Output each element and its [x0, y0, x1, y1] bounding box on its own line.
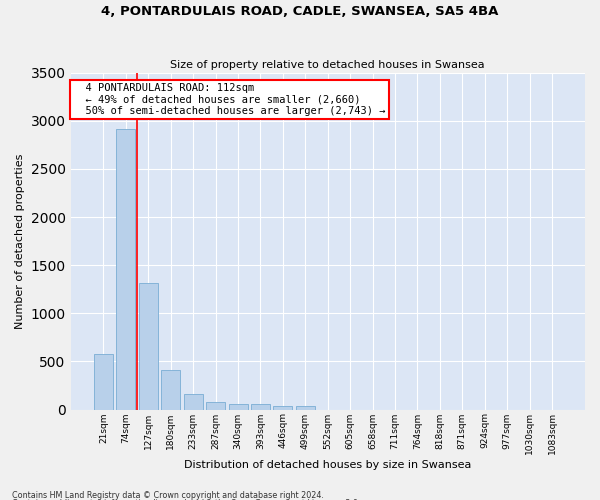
- Text: Contains public sector information licensed under the Open Government Licence v3: Contains public sector information licen…: [12, 499, 361, 500]
- Bar: [206, 402, 225, 409]
- Bar: [251, 404, 270, 409]
- Text: 4 PONTARDULAIS ROAD: 112sqm
  ← 49% of detached houses are smaller (2,660)
  50%: 4 PONTARDULAIS ROAD: 112sqm ← 49% of det…: [73, 83, 386, 116]
- Bar: [139, 284, 158, 410]
- Bar: [274, 406, 292, 409]
- Bar: [116, 130, 136, 409]
- Y-axis label: Number of detached properties: Number of detached properties: [15, 154, 25, 329]
- Text: Contains HM Land Registry data © Crown copyright and database right 2024.: Contains HM Land Registry data © Crown c…: [12, 490, 324, 500]
- Bar: [229, 404, 248, 409]
- Title: Size of property relative to detached houses in Swansea: Size of property relative to detached ho…: [170, 60, 485, 70]
- Bar: [161, 370, 180, 410]
- X-axis label: Distribution of detached houses by size in Swansea: Distribution of detached houses by size …: [184, 460, 472, 470]
- Bar: [94, 354, 113, 410]
- Bar: [296, 406, 315, 409]
- Bar: [184, 394, 203, 409]
- Text: 4, PONTARDULAIS ROAD, CADLE, SWANSEA, SA5 4BA: 4, PONTARDULAIS ROAD, CADLE, SWANSEA, SA…: [101, 5, 499, 18]
